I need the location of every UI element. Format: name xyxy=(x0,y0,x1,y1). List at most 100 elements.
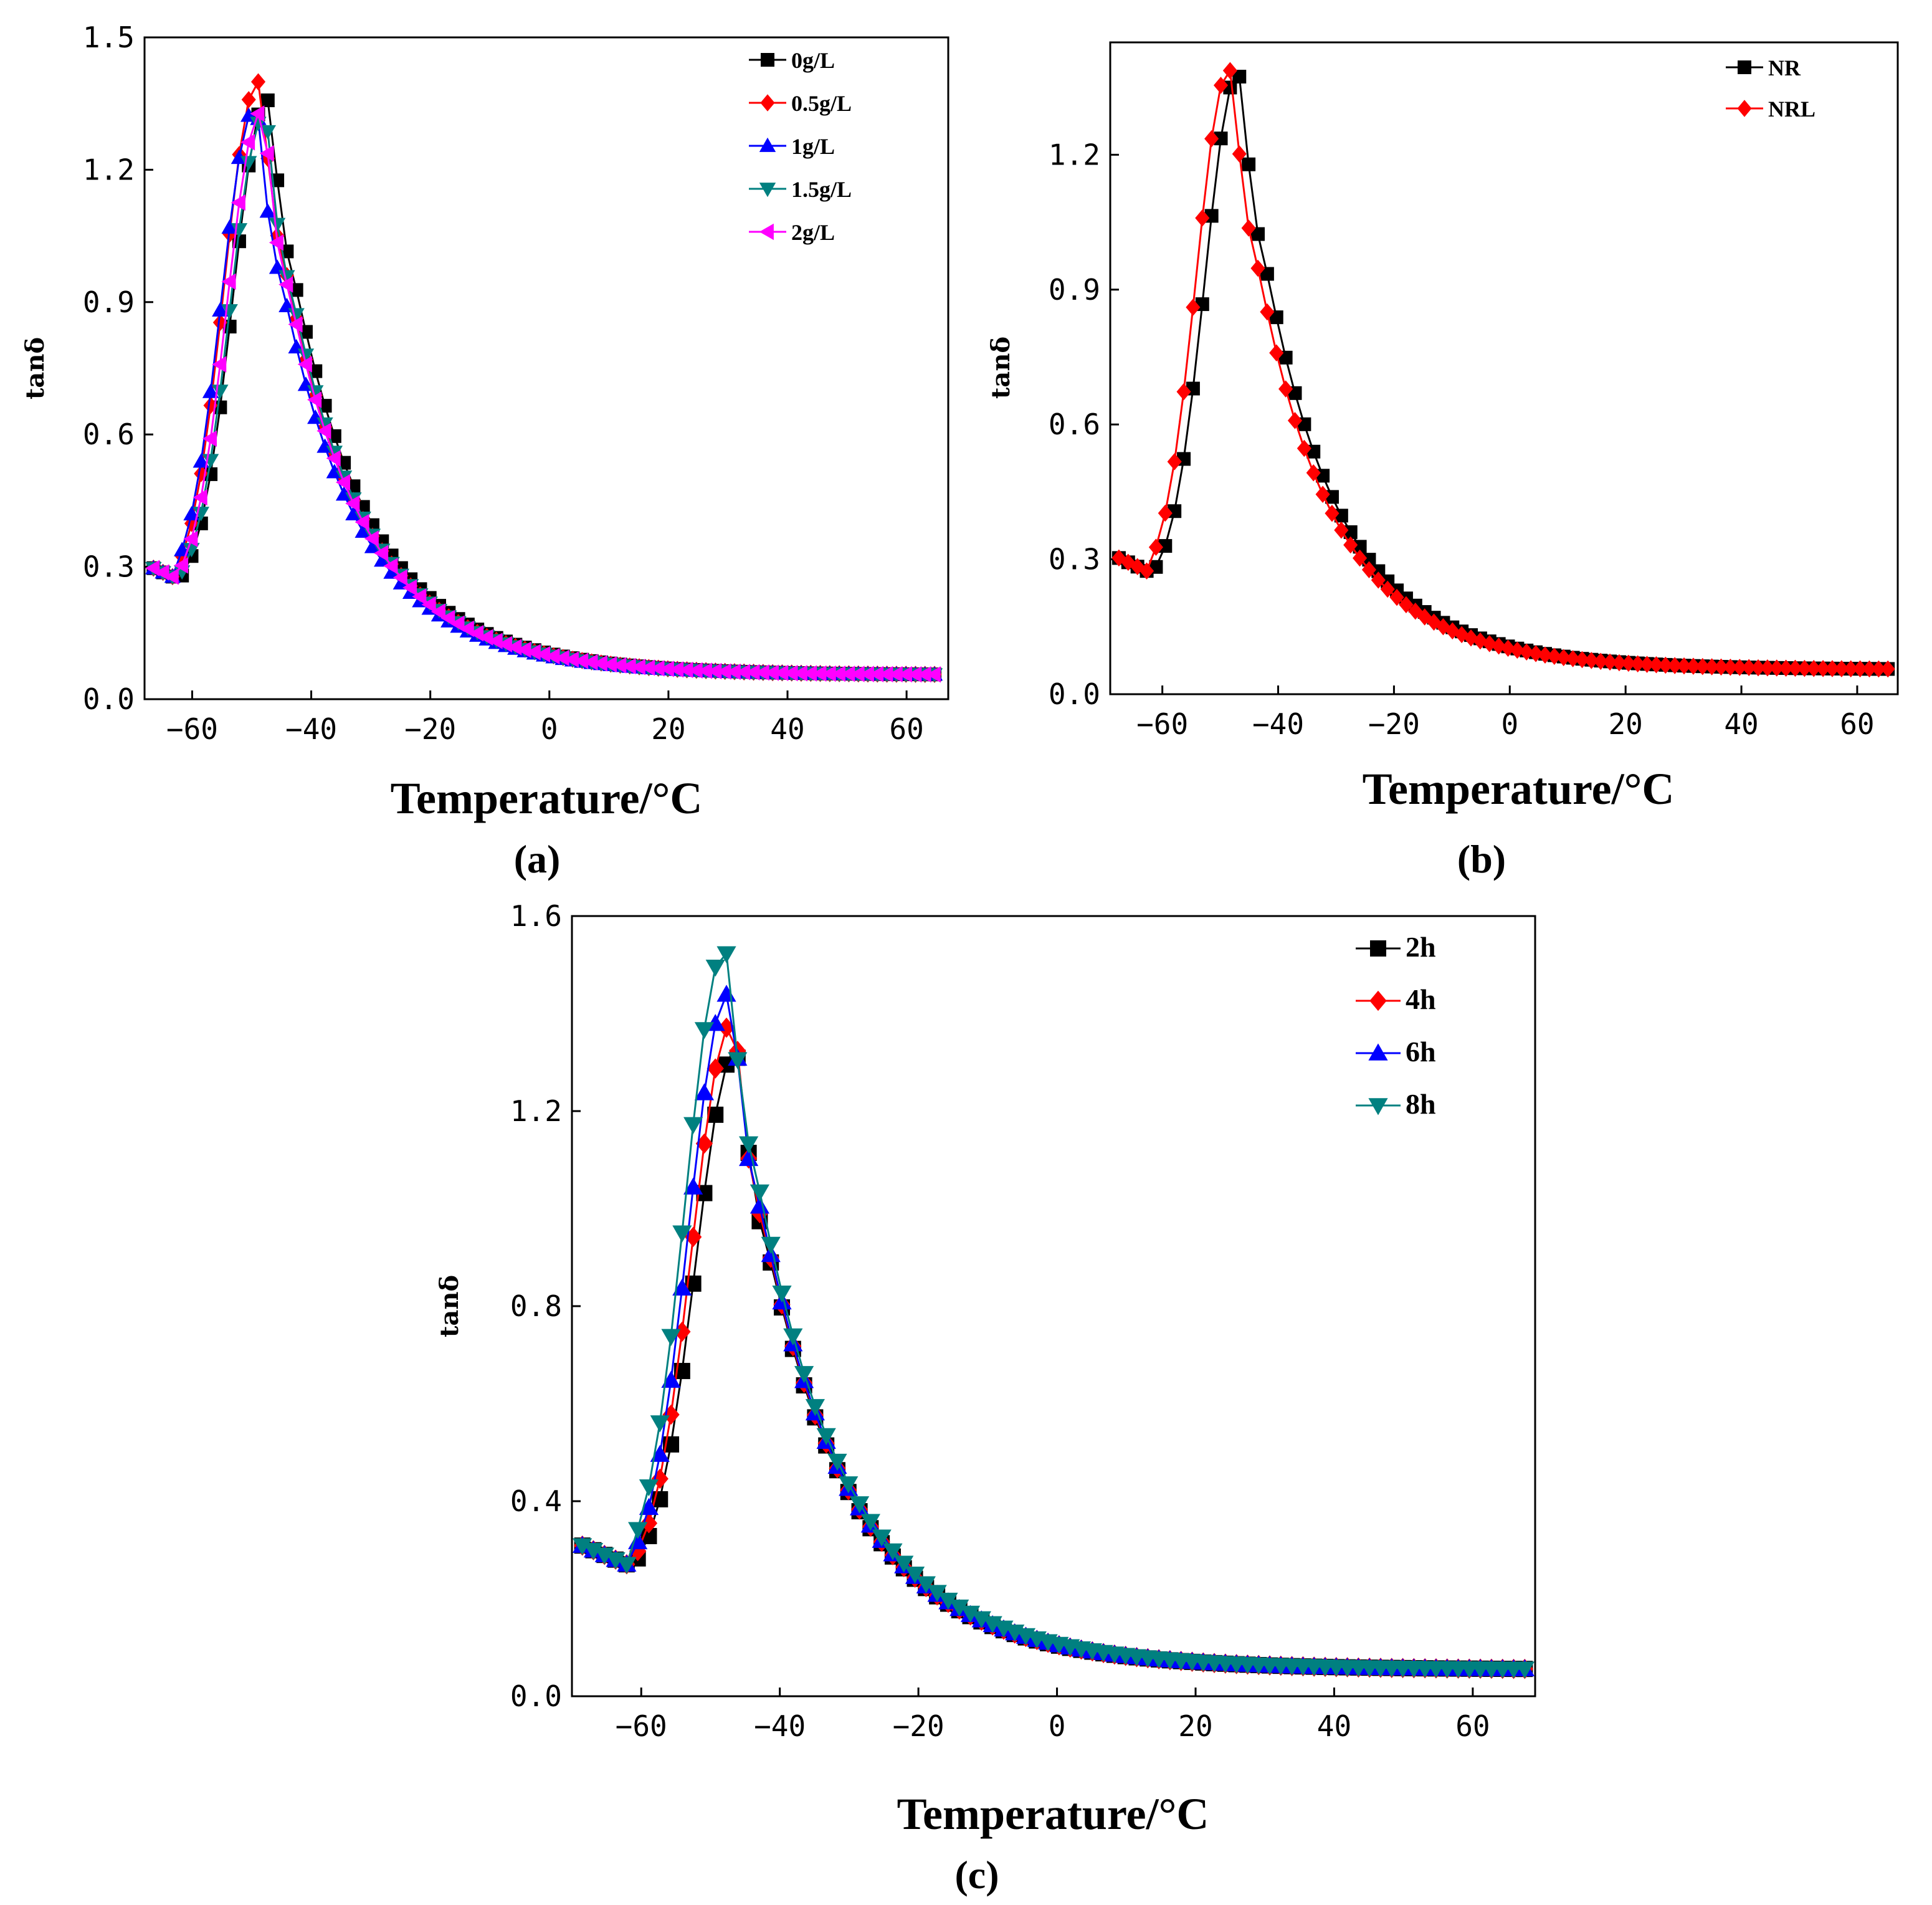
panel-b-x-axis-title: Temperature/°C xyxy=(1363,764,1675,814)
data-point xyxy=(850,666,865,682)
data-point xyxy=(345,505,362,521)
data-point xyxy=(894,1555,914,1573)
data-point xyxy=(1148,538,1163,556)
panel-a-series xyxy=(145,73,943,684)
data-point xyxy=(1362,553,1376,567)
data-point xyxy=(650,1415,670,1433)
data-point xyxy=(278,276,293,293)
data-point xyxy=(805,1399,825,1416)
y-tick-label: 1.5 xyxy=(83,21,135,54)
data-point xyxy=(573,1538,592,1555)
panel-b: −60 −40 −20 0 20 40 60 0.0 0.3 0.6 0.9 1.2 tanδ Tem… xyxy=(986,41,1899,881)
data-point xyxy=(1260,303,1275,321)
data-point xyxy=(212,302,229,317)
data-point xyxy=(749,1184,770,1202)
legend-label: 8h xyxy=(1406,1088,1436,1120)
data-point xyxy=(278,270,295,285)
data-point xyxy=(1241,219,1256,237)
data-point xyxy=(193,453,209,468)
data-point xyxy=(383,564,400,579)
y-tick-label: 1.2 xyxy=(510,1094,562,1128)
data-point xyxy=(364,530,379,547)
x-tick-label: −60 xyxy=(616,1709,667,1743)
series-line xyxy=(153,121,935,676)
x-tick-label: −40 xyxy=(1252,707,1304,741)
data-point xyxy=(1242,157,1256,171)
legend-marker xyxy=(759,183,776,198)
y-tick-label: 0.9 xyxy=(83,285,135,319)
panel-b-plot-frame xyxy=(1109,41,1899,695)
data-point xyxy=(231,223,248,238)
data-point xyxy=(1399,596,1414,614)
data-point xyxy=(1797,659,1812,677)
data-point xyxy=(1454,626,1469,644)
data-point xyxy=(183,530,198,548)
data-point xyxy=(816,1428,836,1446)
data-point xyxy=(1779,659,1794,677)
data-point xyxy=(927,1585,947,1602)
data-point xyxy=(335,474,351,491)
data-point xyxy=(221,219,238,234)
data-point xyxy=(1574,651,1590,669)
data-point xyxy=(221,304,238,319)
data-point xyxy=(269,234,283,251)
legend-marker xyxy=(759,137,776,152)
series-line xyxy=(582,1056,1525,1670)
data-point xyxy=(212,384,229,399)
data-point xyxy=(374,545,389,561)
data-point xyxy=(1463,629,1478,647)
data-point xyxy=(535,646,551,663)
data-point xyxy=(1853,660,1868,678)
data-point xyxy=(1473,632,1488,650)
data-point xyxy=(1260,267,1274,281)
data-point xyxy=(193,489,207,506)
data-point xyxy=(830,665,846,682)
data-point xyxy=(1297,439,1311,457)
x-tick-label: −40 xyxy=(285,712,337,746)
data-point xyxy=(583,1543,604,1560)
data-point xyxy=(754,664,769,681)
data-point xyxy=(516,641,531,658)
y-tick-label: 0.8 xyxy=(510,1289,562,1323)
y-tick-label: 0.4 xyxy=(510,1484,562,1518)
data-point xyxy=(1306,464,1321,482)
data-point xyxy=(707,1058,724,1079)
data-point xyxy=(583,654,598,671)
data-point xyxy=(628,1522,648,1539)
panel-c-series xyxy=(573,946,1535,1679)
data-point xyxy=(860,1514,880,1531)
x-tick-label: 0 xyxy=(1049,1709,1066,1743)
series-nrl xyxy=(1111,62,1895,678)
data-point xyxy=(1538,646,1553,664)
data-point xyxy=(1325,505,1340,522)
data-point xyxy=(1593,652,1608,670)
data-point xyxy=(849,1496,870,1514)
data-point xyxy=(695,1133,713,1154)
data-point xyxy=(1556,649,1571,666)
data-point xyxy=(1815,660,1830,677)
series-line xyxy=(582,991,1525,1670)
data-point xyxy=(412,588,427,605)
data-point xyxy=(651,1468,669,1489)
data-point xyxy=(193,507,209,522)
y-tick-label: 0.3 xyxy=(83,550,135,584)
data-point xyxy=(883,1543,903,1561)
data-point xyxy=(1515,1661,1535,1679)
data-point xyxy=(440,609,455,626)
data-point xyxy=(1361,561,1376,579)
data-point xyxy=(621,657,636,675)
data-point xyxy=(307,391,322,408)
series-6h xyxy=(573,985,1535,1676)
data-point xyxy=(726,663,741,680)
data-point xyxy=(878,666,893,683)
data-point xyxy=(1334,521,1349,539)
y-tick-label: 0.6 xyxy=(1049,408,1100,441)
data-point xyxy=(1844,660,1858,677)
panel-a-x-axis-title: Temperature/°C xyxy=(391,773,703,823)
data-point xyxy=(1732,659,1747,676)
data-point xyxy=(697,662,712,679)
data-point xyxy=(297,348,315,363)
data-point xyxy=(1806,659,1821,677)
data-point xyxy=(678,661,693,679)
data-point xyxy=(1492,637,1506,655)
